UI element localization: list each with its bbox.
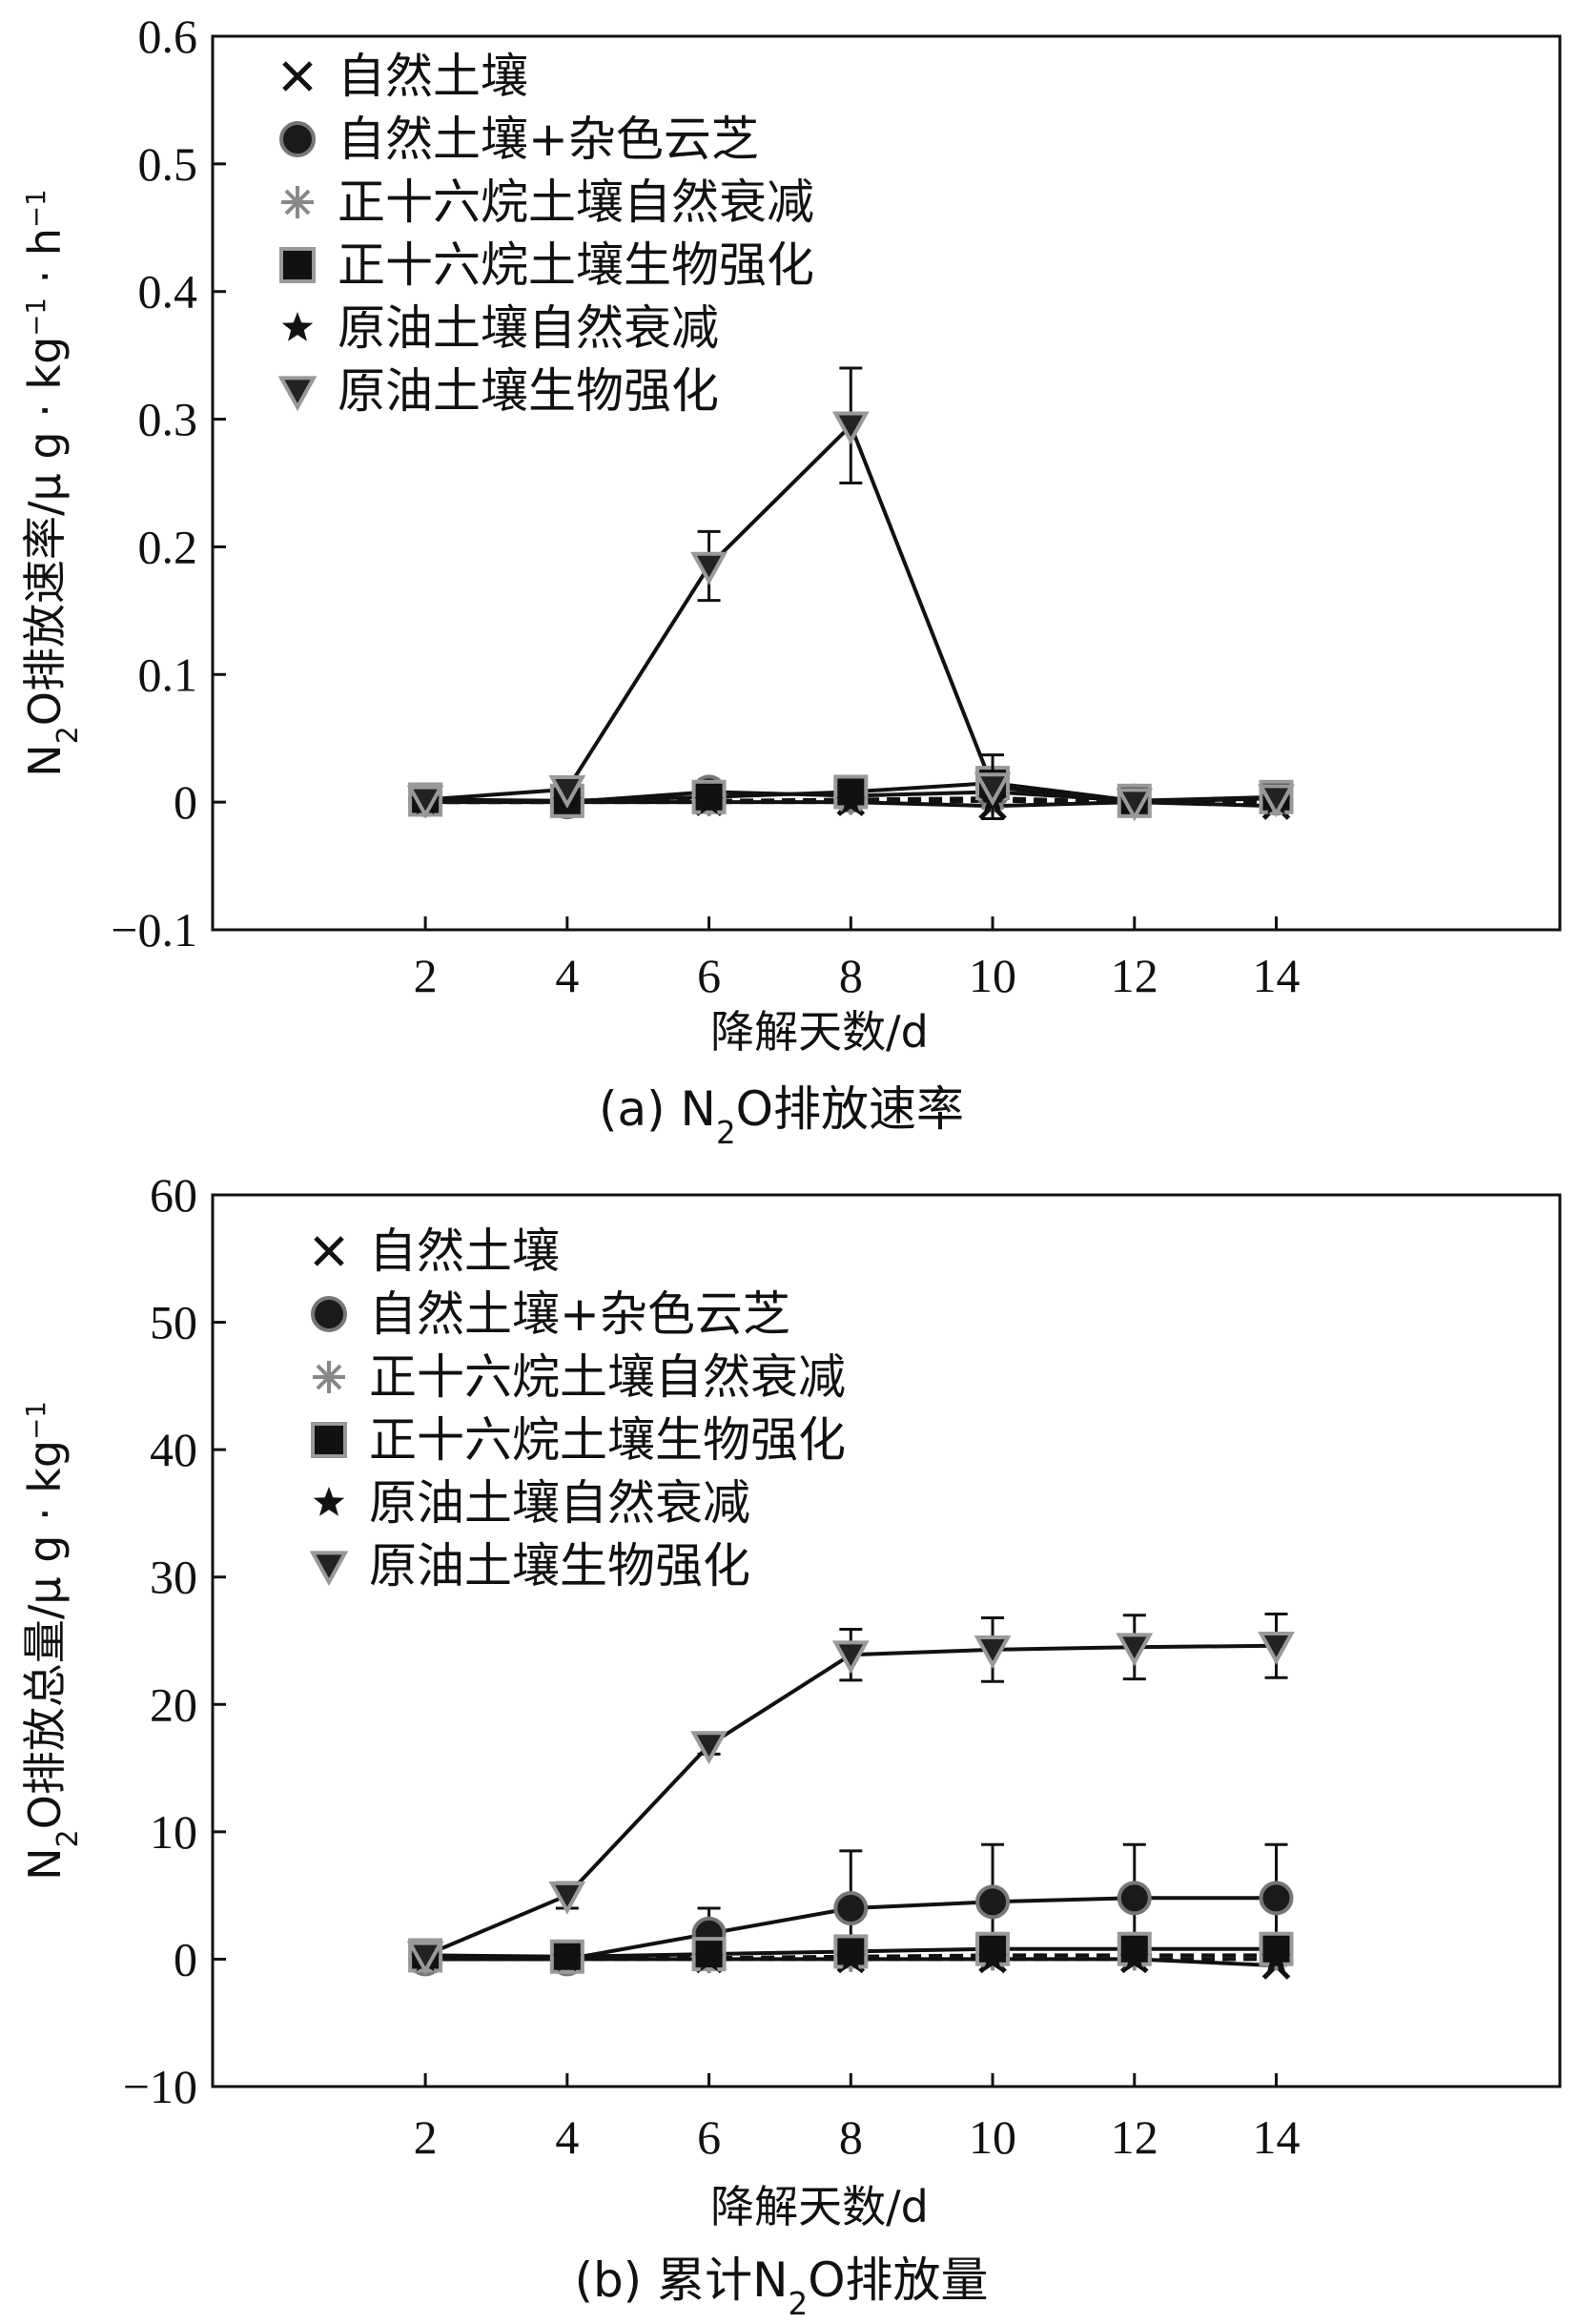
y-tick-label: 0.5: [138, 137, 198, 191]
legend-marker-0: [282, 61, 313, 92]
y-tick-label: 0.2: [138, 520, 198, 573]
data-point-4-6: [1261, 1944, 1291, 1972]
data-point-4-3: [836, 787, 866, 815]
x-tick-label: 2: [414, 949, 438, 1002]
x-tick-label: 14: [1253, 949, 1301, 1002]
x-tick-label: 8: [839, 949, 863, 1002]
legend-label-0: 自然土壤: [369, 1224, 560, 1279]
y-tick-label: 60: [150, 1168, 197, 1222]
legend-marker-0-stroke-2: [314, 1236, 344, 1266]
y-tick-label: −10: [123, 2060, 197, 2113]
data-point-4-1: [552, 1944, 583, 1972]
legend-label-3: 正十六烷土壤生物强化: [338, 237, 814, 293]
legend-marker-0: [314, 1236, 344, 1266]
legend-label-5: 原油土壤生物强化: [369, 1538, 750, 1594]
legend-label-1: 自然土壤+杂色云芝: [338, 112, 759, 167]
legend-label-2: 正十六烷土壤自然衰减: [338, 175, 814, 230]
y-tick-label: 0.6: [138, 10, 198, 63]
y-tick-label: 20: [150, 1677, 197, 1731]
legend-label-0: 自然土壤: [338, 49, 528, 104]
data-point-1-6: [1259, 1881, 1294, 1916]
legend-label-3: 正十六烷土壤生物强化: [369, 1412, 846, 1468]
legend-marker-1: [279, 121, 316, 157]
legend-marker-4: [313, 1487, 345, 1516]
legend-marker-5: [309, 1551, 349, 1587]
x-tick-label: 10: [969, 2110, 1016, 2164]
y-axis-title: N2O排放总量/μ g · kg−1: [19, 1401, 85, 1881]
x-tick-label: 14: [1253, 2110, 1301, 2164]
legend-marker-1: [311, 1296, 347, 1332]
legend-marker-3: [279, 247, 316, 283]
legend-marker-4: [281, 312, 314, 341]
y-tick-label: 40: [150, 1423, 197, 1476]
data-point-5-0: [406, 785, 444, 819]
y-tick-label: 10: [150, 1805, 197, 1859]
plot-frame: [211, 1193, 1562, 2088]
data-point-1-4: [975, 1884, 1011, 1920]
data-point-5-6: [1258, 1632, 1295, 1665]
legend-marker-5: [277, 376, 318, 412]
y-tick-label: 0.1: [138, 648, 198, 701]
chart-panel-a: −0.1 0 0.1 0.2 0.3 0.4 0.5 0.6 2 4 6 8 10 12 14 降解天数/d N…: [19, 10, 1562, 1151]
data-point-3-3: [833, 1934, 869, 1969]
y-tick-label: 0.3: [138, 393, 198, 446]
x-tick-label: 12: [1111, 949, 1158, 1002]
data-point-5-3: [831, 1640, 870, 1675]
data-point-4-2: [694, 787, 724, 815]
data-point-5-0: [406, 1941, 444, 1975]
legend-marker-2-ray-3: [284, 189, 311, 216]
legend-label-2: 正十六烷土壤自然衰减: [369, 1349, 846, 1405]
legend-marker-2-ray-3: [316, 1364, 342, 1390]
chart-panel-b: −10 0 10 20 30 40 50 60 2 4 6 8 10 12 14 降解天数/d N2O排放总量/…: [19, 1168, 1562, 2322]
y-tick-label: 0: [174, 1932, 197, 1985]
y-axis-title: N2O排放速率/μ g · kg−1 · h−1: [19, 189, 85, 776]
x-tick-label: 8: [839, 2110, 863, 2164]
data-point-5-4: [973, 1635, 1012, 1669]
plot-frame: [211, 34, 1562, 932]
data-point-4-5: [1119, 1944, 1149, 1972]
data-point-5-1: [548, 1881, 586, 1915]
data-point-5-4: [973, 772, 1012, 807]
x-tick-label: 4: [555, 949, 579, 1002]
x-axis-title: 降解天数/d: [710, 1006, 929, 1058]
legend-marker-2: [313, 1361, 345, 1393]
data-point-4-4: [977, 1944, 1008, 1972]
legend-marker-0-stroke-2: [282, 61, 313, 92]
y-tick-label: 0.4: [138, 265, 198, 319]
data-point-5-5: [1116, 788, 1154, 822]
panel-caption: (a) N2O排放速率: [599, 1081, 964, 1151]
data-point-1-5: [1117, 1881, 1152, 1916]
data-point-5-1: [548, 774, 586, 809]
legend-label-1: 自然土壤+杂色云芝: [369, 1286, 790, 1342]
y-tick-label: −0.1: [111, 903, 197, 956]
x-tick-label: 4: [555, 2110, 579, 2164]
data-point-1-3: [833, 1891, 869, 1925]
x-tick-label: 6: [697, 949, 721, 1002]
legend-marker-3: [311, 1422, 347, 1458]
data-point-5-2: [690, 551, 728, 586]
legend-label-4: 原油土壤自然衰减: [369, 1475, 750, 1531]
legend-marker-2: [281, 186, 314, 218]
y-tick-label: 50: [150, 1296, 197, 1349]
data-point-5-5: [1116, 1633, 1154, 1667]
x-axis-title: 降解天数/d: [710, 2181, 929, 2232]
data-point-5-6: [1258, 784, 1295, 818]
panel-caption: (b) 累计N2O排放量: [574, 2252, 988, 2322]
data-point-4-3: [836, 1944, 866, 1972]
y-tick-label: 30: [150, 1551, 197, 1604]
data-point-5-3: [831, 411, 870, 445]
x-tick-label: 6: [697, 2110, 721, 2164]
x-tick-label: 2: [414, 2110, 438, 2164]
legend-label-5: 原油土壤生物强化: [338, 363, 719, 419]
data-point-4-2: [694, 1944, 724, 1972]
legend-label-4: 原油土壤自然衰减: [338, 300, 719, 356]
y-tick-label: 0: [174, 775, 197, 829]
data-point-5-2: [690, 1731, 728, 1765]
x-tick-label: 10: [969, 949, 1016, 1002]
x-tick-label: 12: [1111, 2110, 1158, 2164]
